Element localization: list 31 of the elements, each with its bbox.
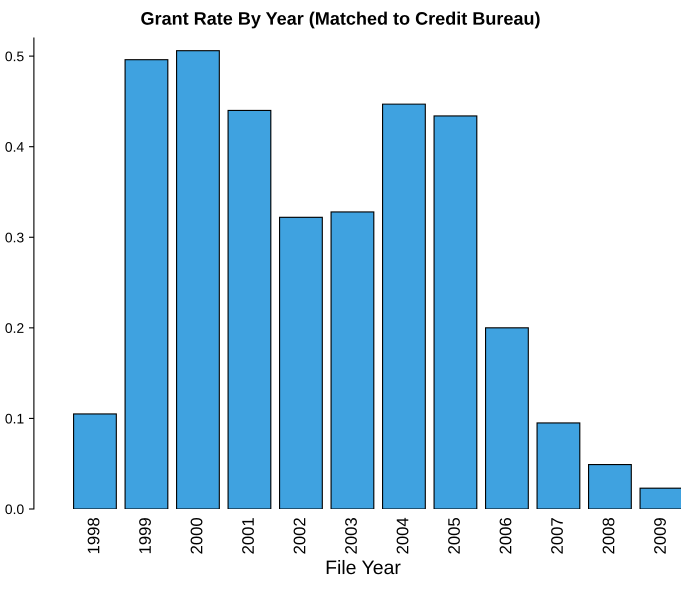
x-tick-label: 2005 <box>448 518 460 554</box>
x-tick-label: 2007 <box>551 518 563 554</box>
y-tick-label: 0.1 <box>5 414 24 424</box>
bar <box>485 327 529 509</box>
bar <box>124 59 168 509</box>
x-tick-label: 2003 <box>345 518 357 554</box>
bar <box>434 115 478 509</box>
bar <box>73 413 117 509</box>
x-tick-label: 2006 <box>500 518 512 554</box>
x-tick-label: 2000 <box>190 518 202 554</box>
x-tick-label: 2001 <box>242 518 254 554</box>
x-tick-label: 1998 <box>88 518 100 554</box>
bar <box>279 216 323 509</box>
y-tick-label: 0.2 <box>5 323 24 334</box>
chart-title: Grant Rate By Year (Matched to Credit Bureau) <box>141 12 540 28</box>
x-tick-label: 2009 <box>654 518 666 554</box>
bar <box>588 464 632 509</box>
bar <box>176 50 220 509</box>
x-axis-title: File Year <box>326 560 401 574</box>
bar <box>536 422 580 509</box>
x-tick-label: 2002 <box>294 518 306 554</box>
y-tick-label: 0.0 <box>5 504 24 514</box>
y-tick-label: 0.5 <box>5 51 24 62</box>
x-tick-label: 1999 <box>139 518 151 554</box>
y-tick-label: 0.4 <box>5 142 24 152</box>
bar <box>382 104 426 509</box>
bar <box>228 110 272 509</box>
bar <box>330 211 374 509</box>
y-tick-label: 0.3 <box>5 232 24 242</box>
x-tick-label: 2008 <box>602 518 614 554</box>
x-tick-label: 2004 <box>396 518 408 554</box>
